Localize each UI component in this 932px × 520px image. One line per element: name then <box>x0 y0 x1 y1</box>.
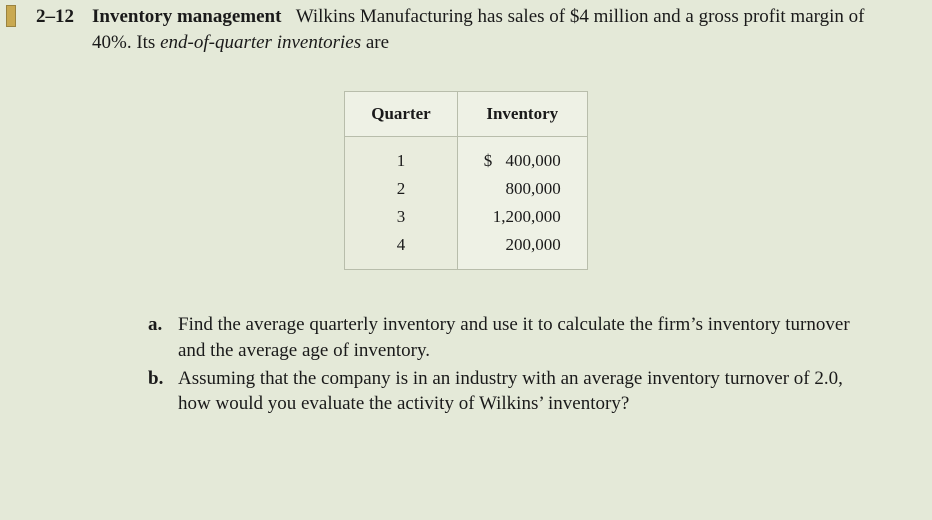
cell-inventory: 1,200,000 <box>457 203 587 231</box>
cell-quarter: 4 <box>345 231 457 270</box>
dollar-sign: $ <box>484 151 493 171</box>
question-letter: b. <box>148 366 168 417</box>
cell-quarter: 1 <box>345 137 457 176</box>
inv-value: 400,000 <box>505 151 560 171</box>
questions-list: a. Find the average quarterly inventory … <box>36 312 896 417</box>
cell-inventory: $400,000 <box>457 137 587 176</box>
question-text: Assuming that the company is in an indus… <box>178 366 852 417</box>
question-text: Find the average quarterly inventory and… <box>178 312 852 363</box>
intro-italic: end-of-quarter inventories <box>160 32 361 53</box>
inventory-table-wrap: Quarter Inventory 1 $400,000 2 800,000 3 <box>36 91 896 270</box>
table-row: 1 $400,000 <box>345 137 587 176</box>
problem-content: 2–12 Inventory management Wilkins Manufa… <box>0 0 932 439</box>
cell-quarter: 2 <box>345 175 457 203</box>
question-b: b. Assuming that the company is in an in… <box>148 366 852 417</box>
problem-intro: Inventory management Wilkins Manufacturi… <box>92 4 896 55</box>
inventory-table: Quarter Inventory 1 $400,000 2 800,000 3 <box>344 91 587 270</box>
intro-part2: are <box>361 32 389 53</box>
cell-inventory: 800,000 <box>457 175 587 203</box>
problem-number: 2–12 <box>36 4 74 28</box>
col-header-quarter: Quarter <box>345 92 457 137</box>
table-row: 2 800,000 <box>345 175 587 203</box>
cell-quarter: 3 <box>345 203 457 231</box>
col-header-inventory: Inventory <box>457 92 587 137</box>
table-row: 4 200,000 <box>345 231 587 270</box>
table-header-row: Quarter Inventory <box>345 92 587 137</box>
cell-inventory: 200,000 <box>457 231 587 270</box>
problem-header: 2–12 Inventory management Wilkins Manufa… <box>36 4 896 55</box>
page-tab-marker <box>6 5 16 27</box>
question-letter: a. <box>148 312 168 363</box>
problem-title: Inventory management <box>92 6 281 27</box>
question-a: a. Find the average quarterly inventory … <box>148 312 852 363</box>
table-row: 3 1,200,000 <box>345 203 587 231</box>
